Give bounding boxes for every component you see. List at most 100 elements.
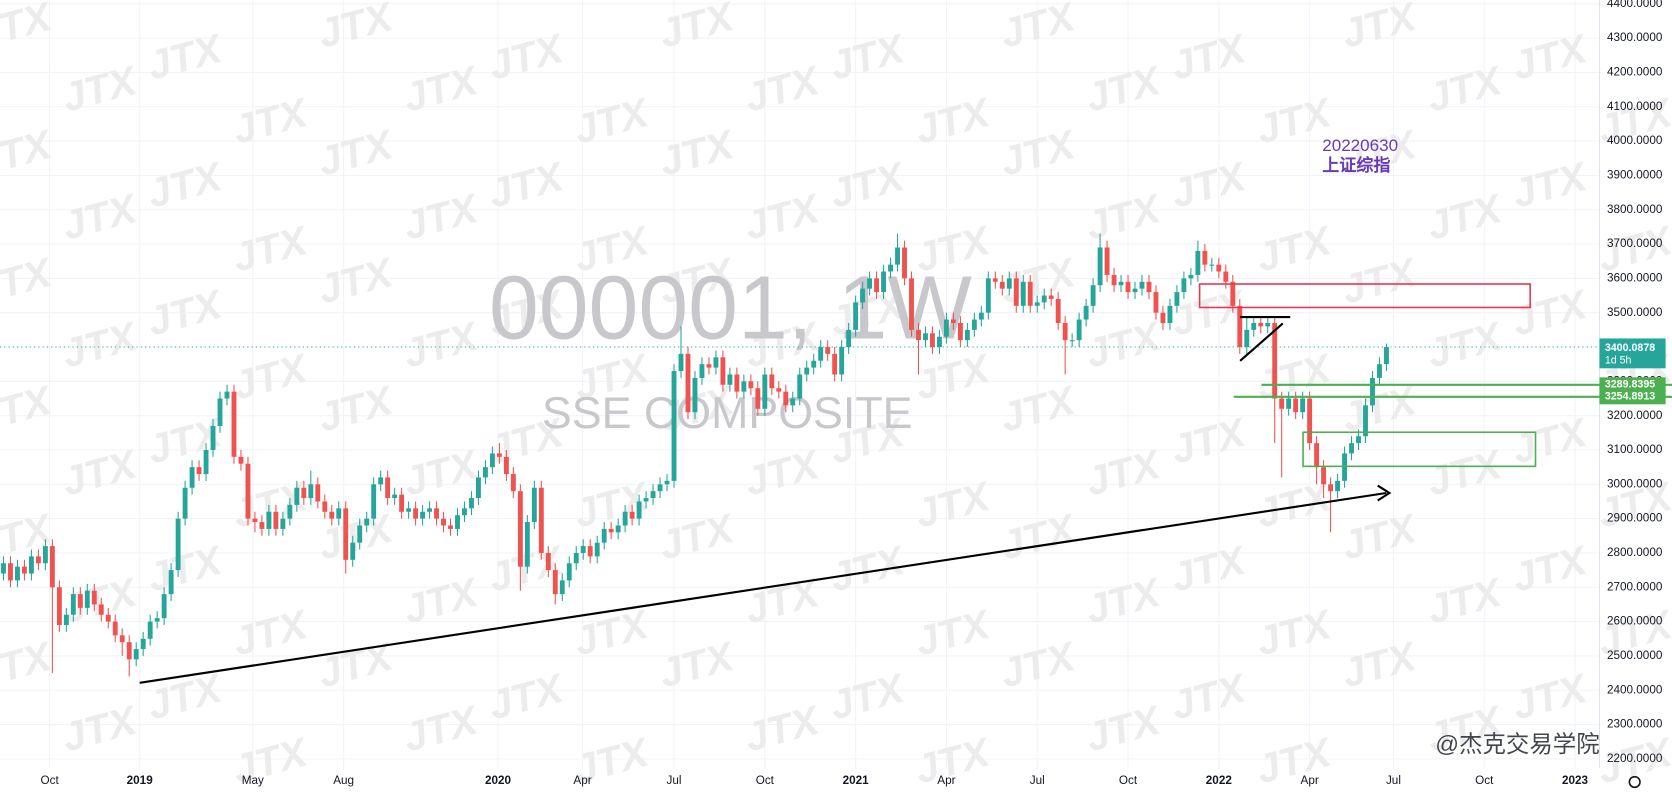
x-tick-label: Jul bbox=[1030, 774, 1045, 787]
candle-body bbox=[273, 511, 279, 529]
candle-body bbox=[252, 518, 258, 523]
y-tick-label: 2300.0000 bbox=[1607, 718, 1663, 731]
candle-body bbox=[168, 570, 174, 595]
candle-body bbox=[1055, 298, 1061, 323]
candle-body bbox=[1062, 322, 1068, 341]
candle-body bbox=[1048, 295, 1054, 299]
candle-body bbox=[999, 281, 1005, 289]
candle-body bbox=[580, 546, 586, 553]
name-watermark: SSE COMPOSITE bbox=[542, 388, 913, 438]
resistance-box bbox=[1198, 283, 1531, 309]
candle-body bbox=[42, 546, 48, 564]
candle-body bbox=[825, 347, 831, 354]
candle-body bbox=[992, 278, 998, 282]
drawings bbox=[139, 283, 1537, 684]
candle-body bbox=[489, 453, 495, 468]
candle-body bbox=[1356, 436, 1361, 444]
candle-body bbox=[930, 333, 935, 348]
x-tick-label: 2022 bbox=[1206, 774, 1233, 787]
y-tick-label: 3000.0000 bbox=[1607, 477, 1663, 490]
candle-body bbox=[329, 511, 335, 519]
candle-body bbox=[573, 552, 579, 564]
candle-body bbox=[1258, 322, 1264, 327]
candle-body bbox=[636, 501, 642, 519]
candle-body bbox=[678, 353, 684, 372]
x-tick-label: Apr bbox=[937, 774, 955, 787]
candle-body bbox=[811, 360, 817, 368]
candle-body bbox=[1216, 264, 1222, 272]
y-tick-label: 3200.0000 bbox=[1607, 409, 1663, 422]
candle-body bbox=[971, 319, 977, 330]
candle-body bbox=[762, 374, 768, 409]
candle-body bbox=[259, 522, 265, 529]
y-tick-label: 2700.0000 bbox=[1607, 580, 1663, 593]
candle-body bbox=[685, 353, 691, 413]
candle-body bbox=[371, 484, 377, 519]
symbol-watermark: 000001, 1W bbox=[489, 258, 972, 358]
settings-icon[interactable] bbox=[1628, 775, 1641, 789]
level-label: 3254.8913 bbox=[1605, 391, 1655, 403]
candle-body bbox=[350, 542, 356, 560]
candle-body bbox=[1034, 302, 1040, 306]
candle-body bbox=[978, 312, 984, 320]
candle-body bbox=[308, 484, 314, 499]
candle-body bbox=[943, 319, 949, 337]
candle-body bbox=[510, 474, 516, 492]
candle-body bbox=[70, 594, 76, 615]
candle-body bbox=[566, 563, 572, 581]
candle-body bbox=[936, 336, 942, 348]
candle-body bbox=[287, 504, 293, 519]
x-tick-label: 2023 bbox=[1562, 774, 1589, 787]
candle-body bbox=[545, 552, 551, 571]
candle-body bbox=[1020, 281, 1026, 306]
candle-body bbox=[1, 563, 6, 574]
x-tick-label: Oct bbox=[40, 774, 59, 787]
candle-body bbox=[923, 333, 928, 341]
candle-body bbox=[552, 570, 558, 595]
candle-body bbox=[1293, 398, 1299, 413]
candle-body bbox=[1307, 398, 1313, 444]
y-tick-label: 3900.0000 bbox=[1607, 168, 1663, 181]
candle-body bbox=[119, 635, 125, 643]
candle-body bbox=[462, 508, 467, 516]
x-tick-label: Aug bbox=[333, 774, 354, 787]
level-tag bbox=[1599, 389, 1666, 405]
candle-body bbox=[1174, 292, 1180, 306]
candle-body bbox=[399, 494, 405, 512]
candle-body bbox=[699, 364, 705, 378]
candle-body bbox=[1041, 295, 1047, 303]
candle-body bbox=[846, 329, 852, 348]
y-tick-label: 2400.0000 bbox=[1607, 683, 1663, 696]
candle-body bbox=[1125, 281, 1131, 293]
candle-body bbox=[964, 329, 970, 341]
y-tick-label: 3800.0000 bbox=[1607, 203, 1663, 216]
x-tick-label: Jul bbox=[667, 774, 682, 787]
candle-body bbox=[902, 247, 907, 279]
x-tick-label: Apr bbox=[1301, 774, 1319, 787]
candle-body bbox=[629, 511, 635, 519]
candle-body bbox=[455, 515, 460, 529]
candle-body bbox=[1370, 377, 1375, 406]
candle-body bbox=[28, 556, 34, 574]
candle-body bbox=[1300, 398, 1306, 413]
date-note: 20220630 bbox=[1322, 136, 1398, 155]
candle-body bbox=[832, 353, 838, 375]
candle-body bbox=[706, 364, 712, 368]
candle-body bbox=[790, 398, 796, 406]
candle-body bbox=[874, 278, 880, 293]
candle-body bbox=[77, 594, 83, 608]
candle-body bbox=[476, 477, 481, 499]
candle-body bbox=[98, 604, 104, 615]
candle-body bbox=[713, 357, 719, 368]
candle-body bbox=[1013, 278, 1019, 306]
candle-body bbox=[420, 511, 426, 519]
candle-body bbox=[888, 264, 893, 272]
candle-body bbox=[343, 508, 349, 560]
candle-body bbox=[210, 425, 216, 450]
last-price-tag bbox=[1599, 338, 1666, 369]
candle-body bbox=[804, 367, 810, 375]
candle-body bbox=[315, 484, 321, 502]
candle-body bbox=[601, 528, 607, 543]
countdown-label: 1d 5h bbox=[1605, 355, 1632, 367]
